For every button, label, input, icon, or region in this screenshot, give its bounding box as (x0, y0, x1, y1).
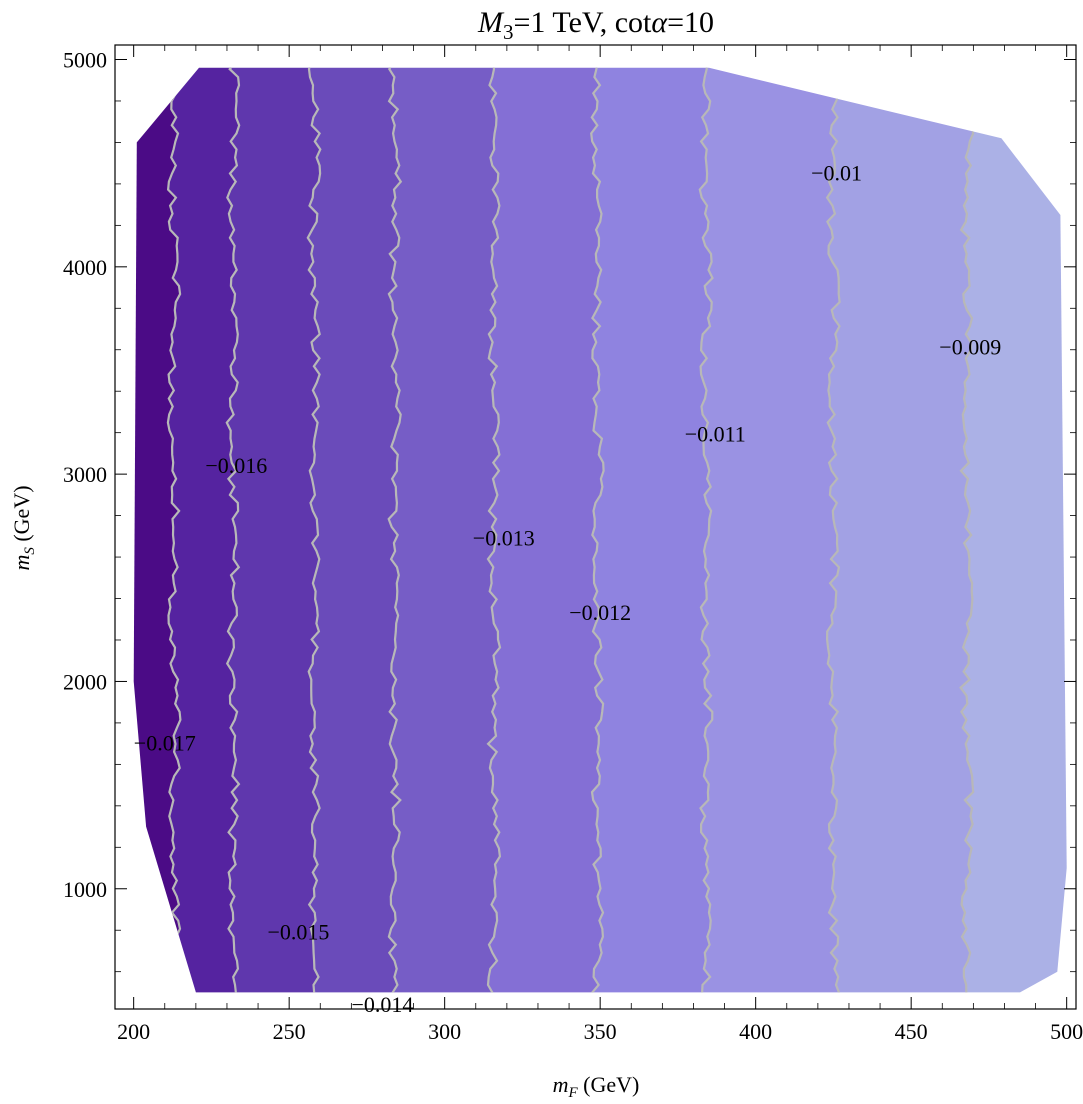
contour-bands (133, 67, 1067, 993)
contour-line (589, 67, 605, 993)
contour-band (226, 67, 321, 993)
x-tick-label: 350 (584, 1019, 617, 1044)
contour-band (590, 67, 713, 993)
plot-frame (114, 44, 1077, 1010)
contour-label: −0.012 (569, 600, 631, 625)
y-tick-label: 3000 (63, 462, 107, 487)
contour-label: −0.017 (134, 731, 196, 756)
contour-band (167, 67, 240, 993)
y-tick-label: 2000 (63, 669, 107, 694)
chart-title: M3=1 TeV, cotα=10 (477, 6, 714, 44)
contour-label: −0.013 (473, 525, 535, 550)
contour-band (826, 67, 974, 993)
y-tick-label: 5000 (63, 48, 107, 73)
y-axis-title: mS (GeV) (9, 485, 38, 570)
x-tick-label: 400 (739, 1019, 772, 1044)
contour-band (960, 67, 1067, 993)
x-tick-label: 500 (1050, 1019, 1083, 1044)
contour-line (225, 67, 241, 993)
contour-line (166, 67, 182, 993)
contour-lines (166, 67, 975, 993)
contour-label: −0.014 (352, 992, 414, 1017)
contour-line (825, 67, 842, 993)
contour-line (486, 67, 502, 993)
x-tick-label: 300 (428, 1019, 461, 1044)
y-tick-label: 1000 (63, 877, 107, 902)
x-axis: 200 250 300 350 400 450 500 (117, 45, 1083, 1044)
contour-labels: −0.017 −0.016 −0.015 −0.014 −0.013 −0.012 −0.0… (134, 161, 1001, 1017)
contour-line (306, 67, 322, 993)
contour-line (698, 67, 714, 993)
contour-label: −0.011 (685, 422, 746, 447)
contour-label: −0.016 (205, 453, 267, 478)
contour-band (307, 67, 402, 993)
contour-line (959, 67, 975, 993)
contour-label: −0.01 (811, 161, 862, 186)
y-tick-label: 4000 (63, 255, 107, 280)
x-tick-label: 200 (117, 1019, 150, 1044)
contour-band (699, 67, 841, 993)
contour-label: −0.009 (939, 335, 1001, 360)
contour-line (387, 67, 403, 993)
y-axis: 1000 2000 3000 4000 5000 (63, 48, 1076, 973)
x-axis-title: mF (GeV) (553, 1072, 640, 1101)
contour-label: −0.015 (268, 919, 330, 944)
x-tick-label: 250 (273, 1019, 306, 1044)
x-tick-label: 450 (895, 1019, 928, 1044)
